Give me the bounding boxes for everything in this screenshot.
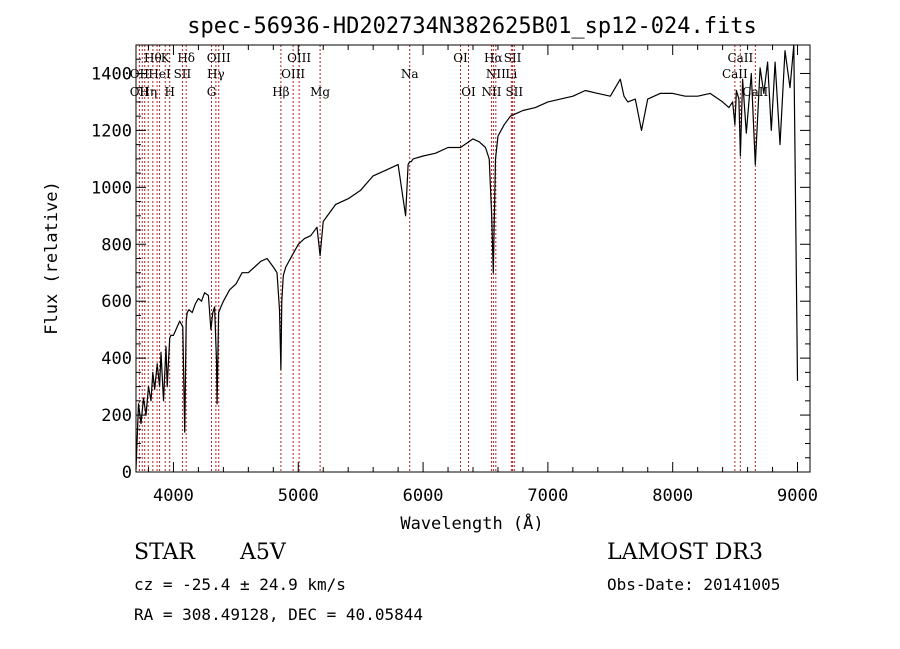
line-label: OI (453, 51, 468, 65)
emission-line-markers (138, 45, 756, 472)
x-tick-label: 8000 (652, 486, 693, 506)
x-tick-label: 9000 (777, 486, 818, 506)
spectrum-line (135, 44, 799, 470)
line-label: Li (505, 67, 517, 81)
x-axis-label: Wavelength (Å) (400, 512, 543, 534)
object-class: STAR (134, 540, 195, 565)
line-label: SII (505, 85, 523, 99)
line-label: OII (130, 67, 150, 81)
chart-title: spec-56936-HD202734N382625B01_sp12-024.f… (187, 14, 757, 39)
x-tick-label: 5000 (278, 486, 319, 506)
line-label: K (161, 51, 171, 65)
coordinates: RA = 308.49128, DEC = 40.05844 (134, 605, 423, 624)
line-label: Hα (484, 51, 503, 65)
line-label: SII (174, 67, 192, 81)
y-tick-label: 200 (101, 406, 132, 426)
y-axis-label: Flux (relative) (42, 181, 62, 335)
obs-date: Obs-Date: 20141005 (607, 575, 781, 594)
line-label: OI (461, 85, 476, 99)
line-label: CaII (722, 67, 748, 81)
y-tick-label: 1000 (91, 178, 132, 198)
line-label: Na (401, 67, 419, 81)
object-subclass: A5V (240, 540, 286, 565)
x-tick-label: 7000 (527, 486, 568, 506)
y-tick-label: 1200 (91, 121, 132, 141)
y-tick-label: 0 (122, 463, 132, 483)
line-label: HeI (148, 67, 171, 81)
y-tick-label: 1400 (91, 64, 132, 84)
x-tick-label: 6000 (403, 486, 444, 506)
line-label: G (207, 85, 217, 99)
line-label: Hδ (177, 51, 195, 65)
y-tick-label: 800 (101, 235, 132, 255)
line-label: Hβ (272, 85, 289, 99)
line-label: Hη (139, 85, 157, 99)
line-label: H (164, 85, 174, 99)
line-label: Hγ (207, 67, 225, 81)
line-label: OII (130, 85, 150, 99)
redshift-text: cz = -25.4 ± 24.9 km/s (134, 575, 346, 594)
line-label: NII (481, 85, 501, 99)
x-tick-label: 4000 (153, 486, 194, 506)
survey-name: LAMOST DR3 (607, 540, 763, 565)
axis-ticks: 4000 5000 6000 7000 8000 9000 0 200 400 600 800 100… (91, 45, 818, 506)
line-label: CaII (727, 51, 753, 65)
line-label: NII (486, 67, 506, 81)
line-label: OIII (287, 51, 311, 65)
line-label: OIII (281, 67, 305, 81)
line-label: OIII (207, 51, 231, 65)
line-label: Hθ (144, 51, 162, 65)
line-label: Mg (310, 85, 330, 99)
y-tick-label: 600 (101, 292, 132, 312)
y-tick-label: 400 (101, 349, 132, 369)
plot-frame (135, 44, 811, 473)
line-label: SII (504, 51, 522, 65)
